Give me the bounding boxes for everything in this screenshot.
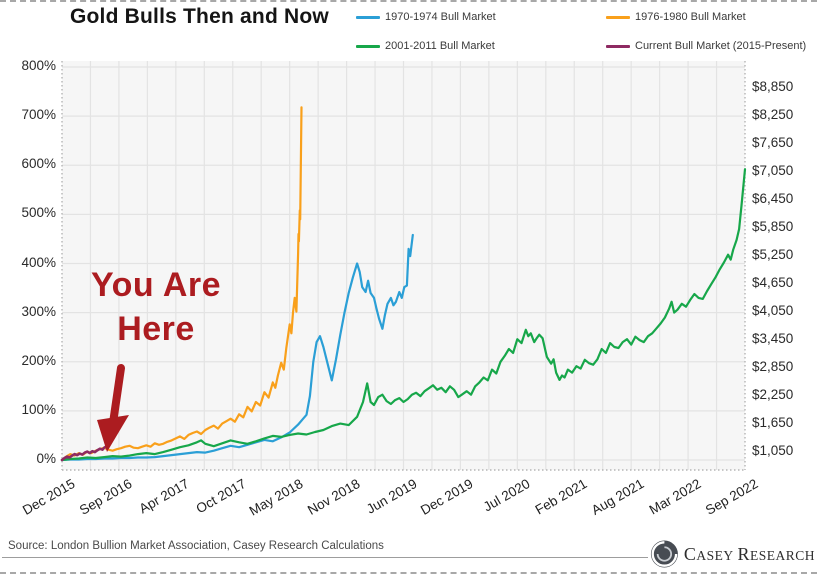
footer-divider [2,557,648,558]
source-credit: Source: London Bullion Market Associatio… [8,540,384,552]
casey-research-swirl-icon [650,540,678,568]
series-line-0 [60,233,414,462]
y-axis-right-tick-label: $6,450 [752,191,794,206]
y-axis-left-tick-label: 400% [21,254,56,270]
y-axis-left-tick-label: 300% [21,303,56,319]
legend-item-current: Current Bull Market (2015-Present) [606,39,806,53]
y-axis-right-tick-label: $8,850 [752,79,794,94]
series-line-1 [60,106,303,462]
figure-bottom-border [0,572,817,574]
y-axis-right-tick-label: $3,450 [752,331,794,346]
y-axis-right-tick-label: $5,250 [752,247,794,262]
legend-line-swatch-maroon [606,44,630,48]
y-axis-right-tick-label: $2,850 [752,359,794,374]
y-axis-left-tick-label: 0% [36,451,56,466]
y-axis-right-tick-label: $2,250 [752,387,794,402]
y-axis-right-tick-label: $1,650 [752,415,794,430]
y-axis-right-tick-label: $1,050 [752,443,794,458]
legend-line-swatch-blue [356,15,380,19]
y-axis-right-tick-label: $4,650 [752,275,794,290]
y-axis-left-tick-label: 500% [21,205,56,221]
casey-research-wordmark: CASEY RESEARCH [683,543,815,564]
legend-label: Current Bull Market (2015-Present) [635,40,807,52]
y-axis-right-tick-label: $4,050 [752,303,794,318]
chart-title: Gold Bulls Then and Now [70,5,329,28]
annotation-line-2: Here [117,309,195,348]
y-axis-left-tick-label: 200% [21,352,56,368]
legend-line-swatch-green [356,44,380,48]
legend-item-2001-2011: 2001-2011 Bull Market [356,39,495,53]
casey-research-logo: CASEY RESEARCH [650,537,815,571]
y-axis-right-tick-label: $7,650 [752,135,794,150]
you-are-here-annotation: You Are Here [56,264,256,351]
legend-label: 2001-2011 Bull Market [385,40,495,52]
series-line-2 [60,168,747,462]
y-axis-left-tick-label: 700% [21,107,56,123]
figure-top-border [0,0,817,2]
you-are-here-arrow [97,364,129,452]
series-line-3 [60,445,109,462]
y-axis-left-tick-label: 600% [21,156,56,172]
y-axis-right-tick-label: $5,850 [752,219,794,234]
y-axis-right-tick-label: $8,250 [752,107,794,122]
legend-label: 1976-1980 Bull Market [635,11,746,23]
data-series-lines [60,106,747,462]
y-axis-right-tick-label: $7,050 [752,163,794,178]
annotation-line-1: You Are [90,266,222,304]
legend-label: 1970-1974 Bull Market [385,11,496,23]
y-axis-left-tick-label: 100% [21,401,56,417]
legend-item-1976-1980: 1976-1980 Bull Market [606,10,746,24]
y-axis-left-tick-label: 800% [21,58,56,73]
legend-item-1970-1974: 1970-1974 Bull Market [356,10,496,24]
legend-line-swatch-orange [606,15,630,19]
